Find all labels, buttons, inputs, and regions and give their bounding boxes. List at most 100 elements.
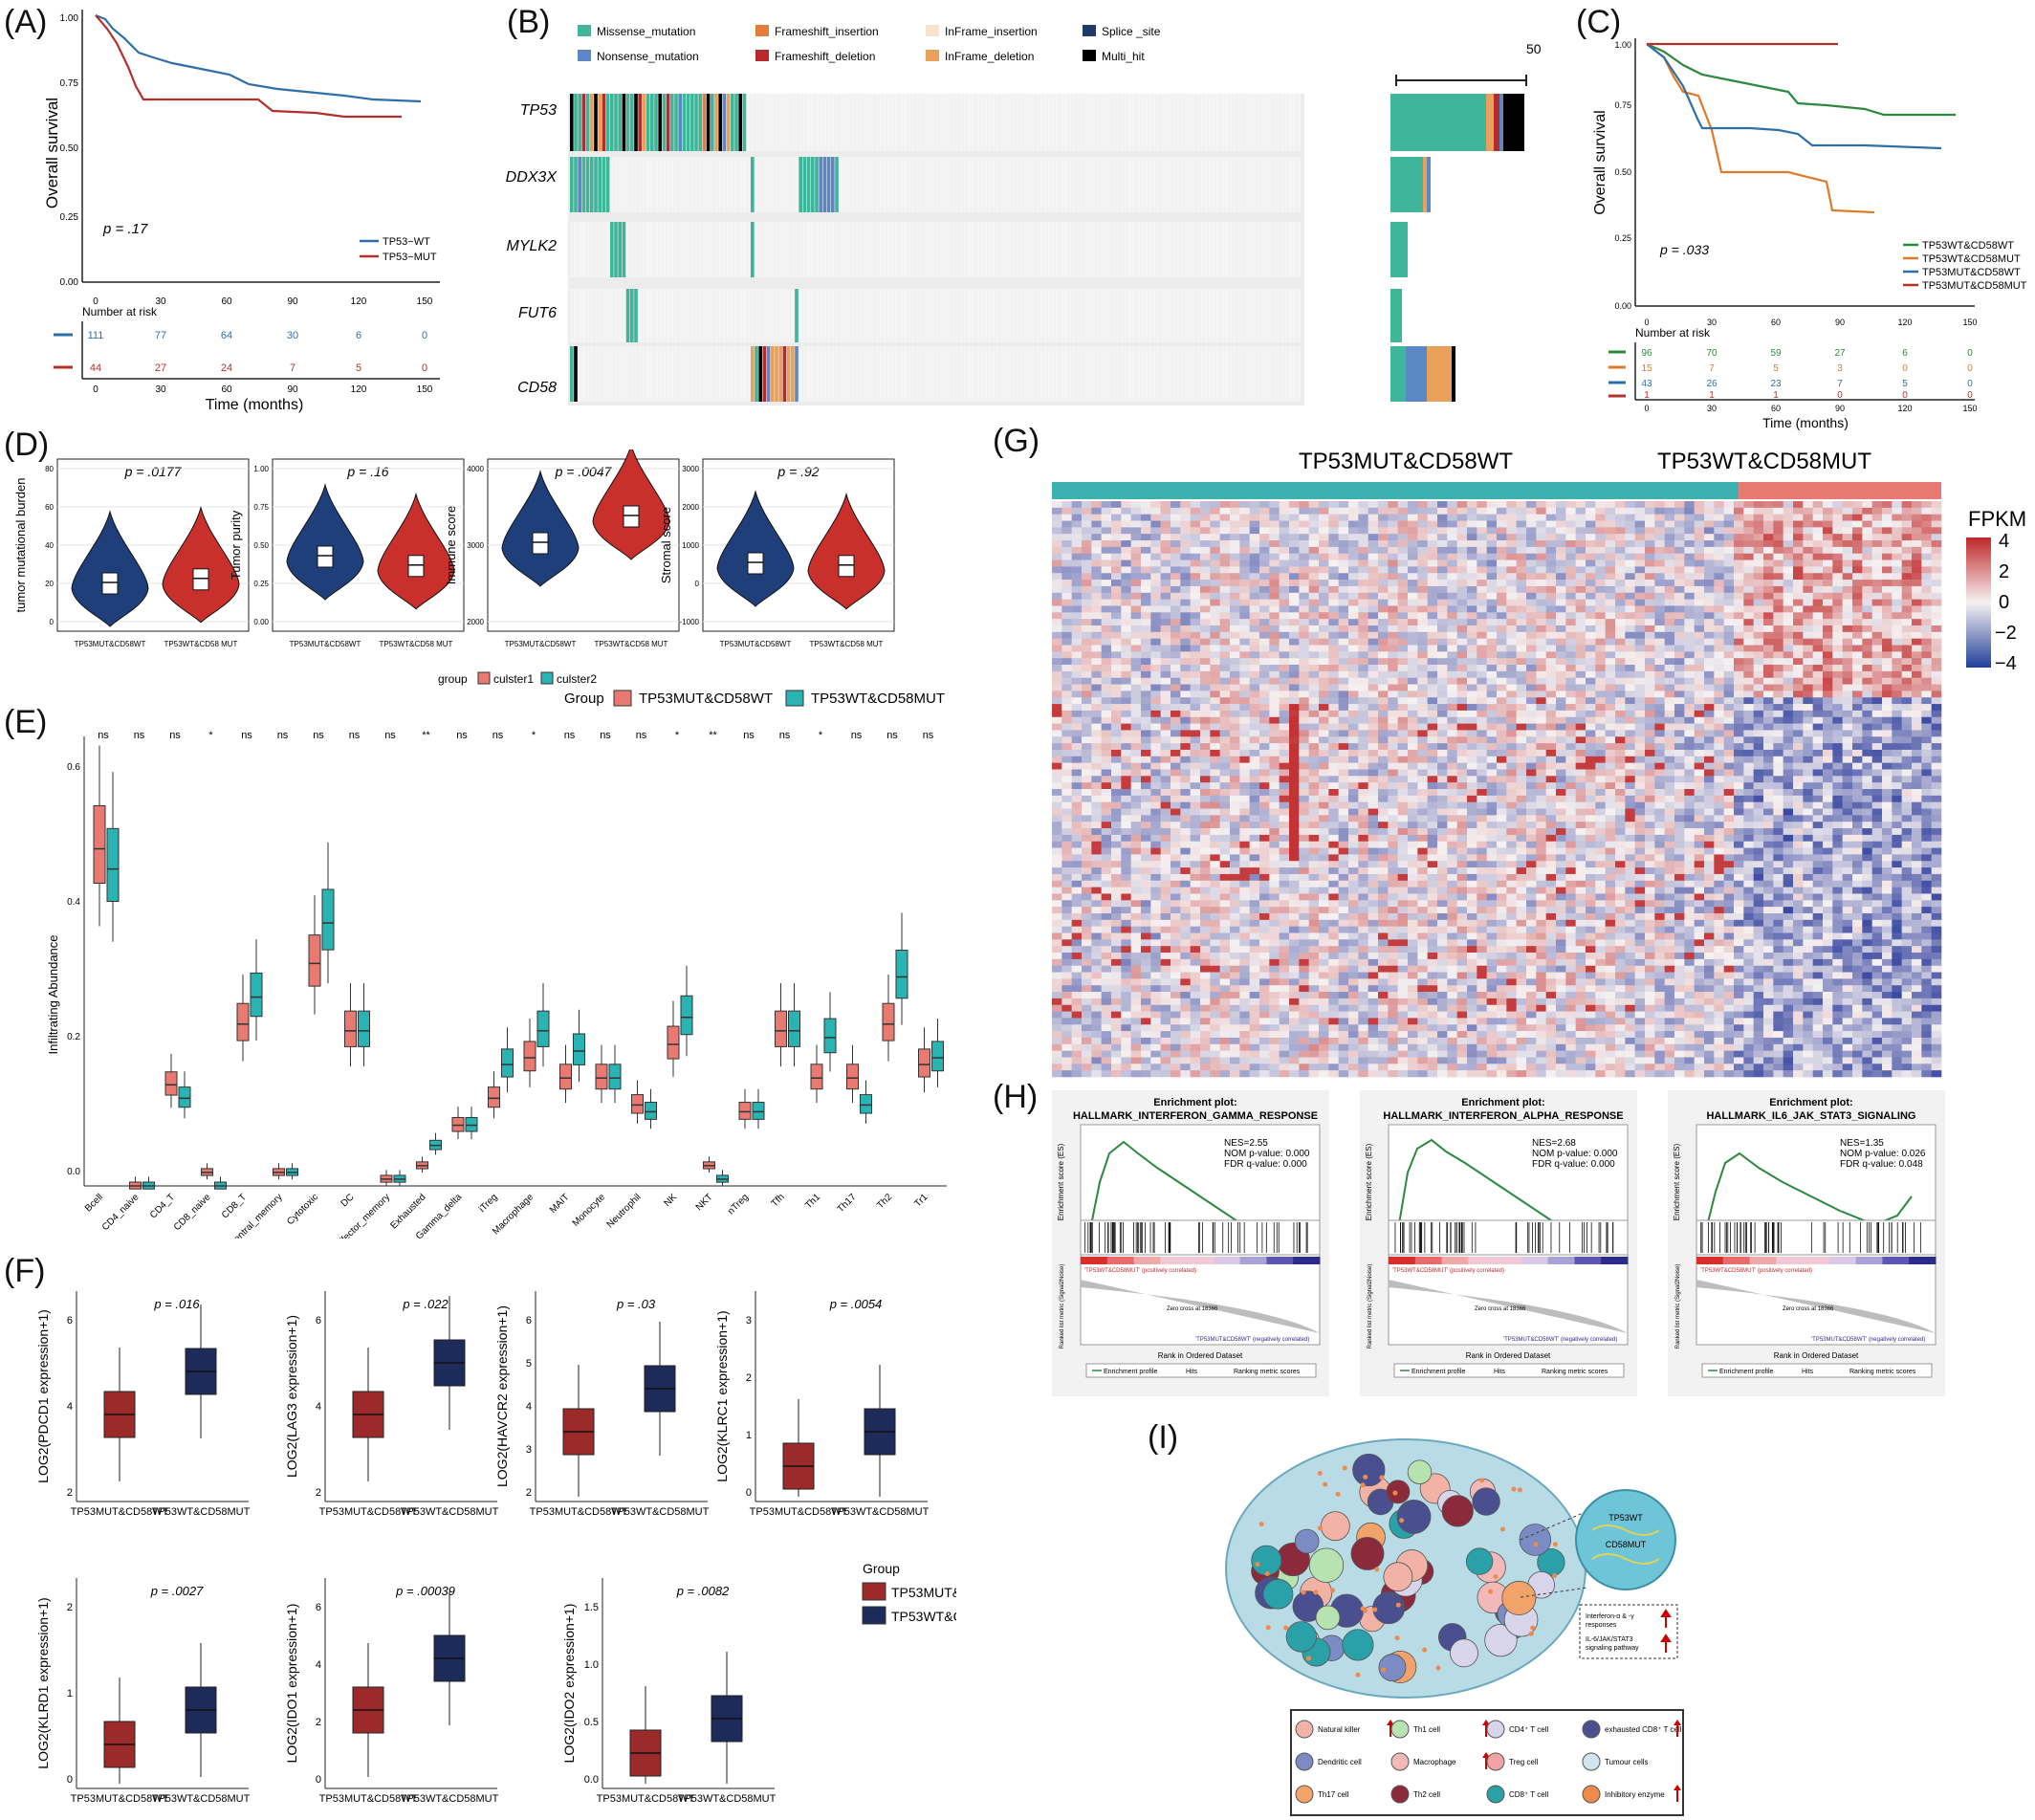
b-cell <box>662 94 667 151</box>
b-cell <box>1124 94 1128 151</box>
f-boxplot-5: LOG2(KLRD1 expression+1) p = .0027 0 1 2 TP53… <box>35 1578 251 1805</box>
svg-text:TP53MUT&CD58WT: TP53MUT&CD58WT <box>1922 267 2021 278</box>
b-cell <box>1196 222 1200 277</box>
b-cell <box>879 346 883 402</box>
e-sig: ns <box>313 730 324 741</box>
b-cell <box>1107 289 1112 342</box>
b-cell <box>1204 94 1209 151</box>
e-ylabel: Infiltrating Abundance <box>46 934 60 1054</box>
e-sig: ns <box>384 730 396 741</box>
svg-text:TP53WT&CD58MUT: TP53WT&CD58MUT <box>811 691 945 707</box>
b-cell <box>1260 289 1264 342</box>
e-sig: ns <box>98 730 109 741</box>
b-cell <box>1288 346 1293 402</box>
b-cell <box>886 289 891 342</box>
e-cell-label: Cytotoxic <box>285 1192 320 1227</box>
b-cell <box>1172 157 1176 212</box>
b-cell <box>1039 289 1043 342</box>
b-cell <box>762 94 767 151</box>
e-cell-group-Bcell: ns Bcell <box>83 730 120 1214</box>
b-cell <box>1056 222 1060 277</box>
svg-text:Missense_mutation: Missense_mutation <box>597 25 695 38</box>
b-cell <box>931 222 935 277</box>
b-cell <box>1264 346 1269 402</box>
b-cell <box>1072 157 1076 212</box>
b-cell <box>1016 289 1019 342</box>
b-cell <box>1164 94 1169 151</box>
e-sig: ns <box>600 730 611 741</box>
svg-text:Group: Group <box>863 1561 900 1576</box>
b-cell <box>811 346 815 402</box>
d-violin-2 <box>592 450 670 560</box>
e-cell-label: CD4_T <box>148 1192 177 1220</box>
b-cell <box>1156 222 1160 277</box>
e-box <box>882 1002 895 1042</box>
b-cell <box>972 346 975 402</box>
b-cell <box>826 346 831 402</box>
svg-text:Splice _site: Splice _site <box>1102 25 1161 38</box>
b-cell <box>1003 157 1008 212</box>
b-cell <box>1236 94 1240 151</box>
b-cell <box>1297 346 1301 402</box>
b-cell <box>1060 94 1063 151</box>
b-cell <box>851 222 855 277</box>
svg-text:group: group <box>438 672 468 686</box>
b-cell <box>1104 346 1108 402</box>
f-ytick: 1.5 <box>584 1602 599 1613</box>
b-bar-ddx3x <box>1390 157 1431 212</box>
b-cell <box>866 289 871 342</box>
b-cell <box>755 157 758 212</box>
b-cell <box>1036 346 1039 402</box>
b-cell <box>1200 157 1204 212</box>
b-cell <box>775 94 778 151</box>
d-violin-1 <box>501 470 580 587</box>
h-legend-ranking: Ranking metric scores <box>1542 1369 1608 1375</box>
b-cell <box>992 289 996 342</box>
b-cell <box>650 289 654 342</box>
b-cell <box>605 157 610 212</box>
b-cell <box>983 346 988 402</box>
b-cell <box>927 289 931 342</box>
b-cell <box>1144 222 1149 277</box>
svg-text:30: 30 <box>1707 404 1717 413</box>
f-ytick: 0 <box>67 1774 73 1786</box>
b-cell <box>1260 157 1264 212</box>
b-cell <box>1012 157 1016 212</box>
b-cell <box>1172 289 1176 342</box>
b-cell <box>992 222 996 277</box>
b-cell <box>782 222 787 277</box>
svg-text:0.2: 0.2 <box>67 1032 80 1042</box>
b-cell <box>1140 289 1144 342</box>
e-box <box>645 1102 657 1120</box>
b-cell <box>1063 289 1068 342</box>
b-cell <box>590 157 594 212</box>
b-cell <box>1172 346 1176 402</box>
b-cell <box>1032 222 1036 277</box>
b-cell <box>1220 346 1224 402</box>
b-cell <box>570 222 574 277</box>
b-cell <box>762 222 767 277</box>
b-cell <box>1160 157 1164 212</box>
b-cell <box>746 157 751 212</box>
e-box <box>752 1102 765 1120</box>
b-cell <box>1204 222 1209 277</box>
b-cell <box>654 222 658 277</box>
b-cell <box>614 346 618 402</box>
b-cell <box>959 289 963 342</box>
i-legend-swatch <box>1390 1752 1410 1771</box>
c-risk-title: Number at risk <box>1635 326 1711 340</box>
panel-a-survival: Overall survival 0.00 0.25 0.50 0.75 1.0… <box>43 10 440 413</box>
b-cell <box>939 157 943 212</box>
b-cell <box>610 289 614 342</box>
b-cell <box>1096 289 1100 342</box>
b-cell <box>1104 289 1108 342</box>
b-cell <box>614 222 618 277</box>
b-cell <box>766 157 771 212</box>
b-bar-mylk2 <box>1390 222 1408 277</box>
f-xcat: TP53MUT&CD58WT <box>71 1793 169 1805</box>
b-cell <box>1012 222 1016 277</box>
b-cell <box>822 346 827 402</box>
svg-text:96: 96 <box>1641 348 1652 359</box>
b-cell <box>1039 94 1043 151</box>
b-cell <box>863 222 867 277</box>
